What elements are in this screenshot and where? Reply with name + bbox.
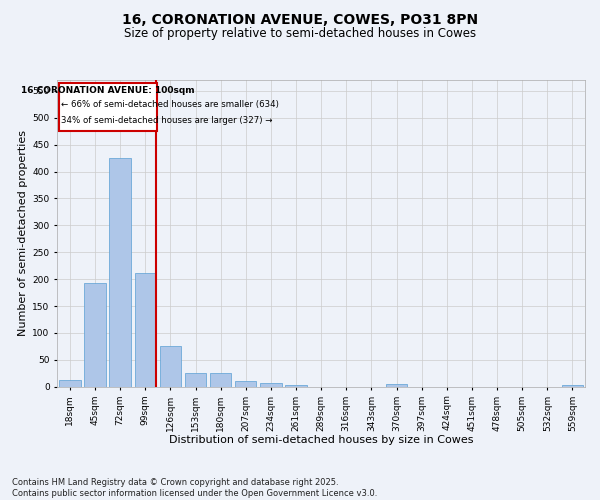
Bar: [286, 385, 307, 387]
Bar: [109, 158, 131, 387]
Bar: [235, 381, 256, 387]
Y-axis label: Number of semi-detached properties: Number of semi-detached properties: [18, 130, 28, 336]
Bar: [562, 385, 583, 387]
Text: Size of property relative to semi-detached houses in Cowes: Size of property relative to semi-detach…: [124, 28, 476, 40]
Bar: [134, 272, 156, 387]
Bar: [260, 382, 281, 387]
Text: Contains HM Land Registry data © Crown copyright and database right 2025.
Contai: Contains HM Land Registry data © Crown c…: [12, 478, 377, 498]
Text: 16, CORONATION AVENUE, COWES, PO31 8PN: 16, CORONATION AVENUE, COWES, PO31 8PN: [122, 12, 478, 26]
X-axis label: Distribution of semi-detached houses by size in Cowes: Distribution of semi-detached houses by …: [169, 435, 473, 445]
Bar: [386, 384, 407, 387]
Text: ← 66% of semi-detached houses are smaller (634): ← 66% of semi-detached houses are smalle…: [61, 100, 278, 109]
Bar: [210, 374, 232, 387]
Bar: [59, 380, 80, 387]
Text: 16 CORONATION AVENUE: 100sqm: 16 CORONATION AVENUE: 100sqm: [21, 86, 194, 96]
Bar: [185, 373, 206, 387]
FancyBboxPatch shape: [59, 82, 157, 131]
Bar: [160, 346, 181, 387]
Bar: [85, 283, 106, 387]
Text: 34% of semi-detached houses are larger (327) →: 34% of semi-detached houses are larger (…: [61, 116, 272, 125]
